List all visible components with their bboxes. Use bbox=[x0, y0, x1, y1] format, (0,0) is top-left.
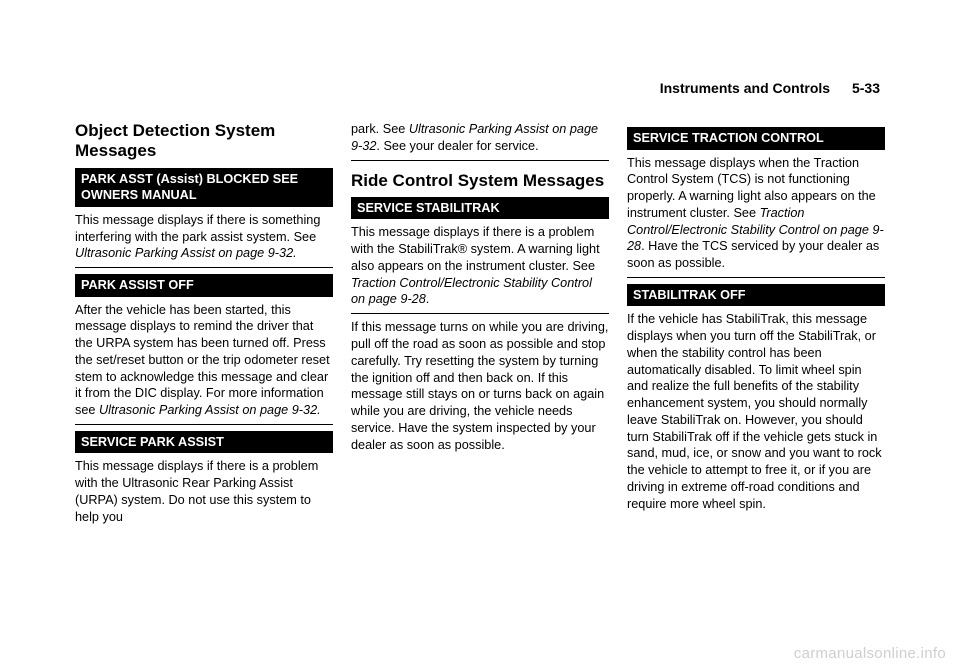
column-3: SERVICE TRACTION CONTROL This message di… bbox=[627, 121, 885, 531]
text-italic: Ultrasonic Parking Assist on page 9-32. bbox=[75, 246, 297, 260]
text: . bbox=[426, 292, 430, 306]
text: . See your dealer for service. bbox=[376, 139, 538, 153]
text: This message displays if there is someth… bbox=[75, 213, 320, 244]
header-page-number: 5-33 bbox=[852, 80, 880, 96]
msg-body-park-assist-off: After the vehicle has been started, this… bbox=[75, 302, 333, 419]
divider bbox=[627, 277, 885, 278]
watermark: carmanualsonline.info bbox=[794, 645, 946, 662]
text: This message displays when the Traction … bbox=[627, 156, 876, 220]
text: After the vehicle has been started, this… bbox=[75, 303, 330, 418]
page-header: Instruments and Controls 5-33 bbox=[75, 80, 885, 96]
heading-ride-control: Ride Control System Messages bbox=[351, 171, 609, 191]
column-2: park. See Ultrasonic Parking Assist on p… bbox=[351, 121, 609, 531]
column-1: Object Detection System Messages PARK AS… bbox=[75, 121, 333, 531]
text-italic: Traction Control/Electronic Stability Co… bbox=[351, 276, 592, 307]
divider bbox=[351, 313, 609, 314]
text: . Have the TCS serviced by your dealer a… bbox=[627, 239, 879, 270]
msg-title-stabilitrak-off: STABILITRAK OFF bbox=[627, 284, 885, 307]
text: This message displays if there is a prob… bbox=[351, 225, 600, 273]
divider bbox=[75, 267, 333, 268]
manual-page: Instruments and Controls 5-33 Object Det… bbox=[0, 0, 960, 561]
msg-body-service-park-assist: This message displays if there is a prob… bbox=[75, 458, 333, 525]
columns: Object Detection System Messages PARK AS… bbox=[75, 121, 885, 531]
divider bbox=[75, 424, 333, 425]
msg-title-service-traction: SERVICE TRACTION CONTROL bbox=[627, 127, 885, 150]
msg-body-service-stabilitrak: This message displays if there is a prob… bbox=[351, 224, 609, 308]
divider bbox=[351, 160, 609, 161]
msg-body-stabilitrak-off: If the vehicle has StabiliTrak, this mes… bbox=[627, 311, 885, 512]
msg-body-service-traction: This message displays when the Traction … bbox=[627, 155, 885, 272]
text-italic: Ultrasonic Parking Assist on page 9-32. bbox=[99, 403, 321, 417]
msg-title-park-asst-blocked: PARK ASST (Assist) BLOCKED SEE OWNERS MA… bbox=[75, 168, 333, 207]
msg-title-park-assist-off: PARK ASSIST OFF bbox=[75, 274, 333, 297]
msg-body-stabilitrak-extra: If this message turns on while you are d… bbox=[351, 319, 609, 453]
heading-object-detection: Object Detection System Messages bbox=[75, 121, 333, 162]
header-section: Instruments and Controls bbox=[660, 80, 830, 96]
msg-title-service-stabilitrak: SERVICE STABILITRAK bbox=[351, 197, 609, 220]
msg-body-park-asst-blocked: This message displays if there is someth… bbox=[75, 212, 333, 262]
text: park. See bbox=[351, 122, 409, 136]
msg-body-continued: park. See Ultrasonic Parking Assist on p… bbox=[351, 121, 609, 155]
msg-title-service-park-assist: SERVICE PARK ASSIST bbox=[75, 431, 333, 454]
